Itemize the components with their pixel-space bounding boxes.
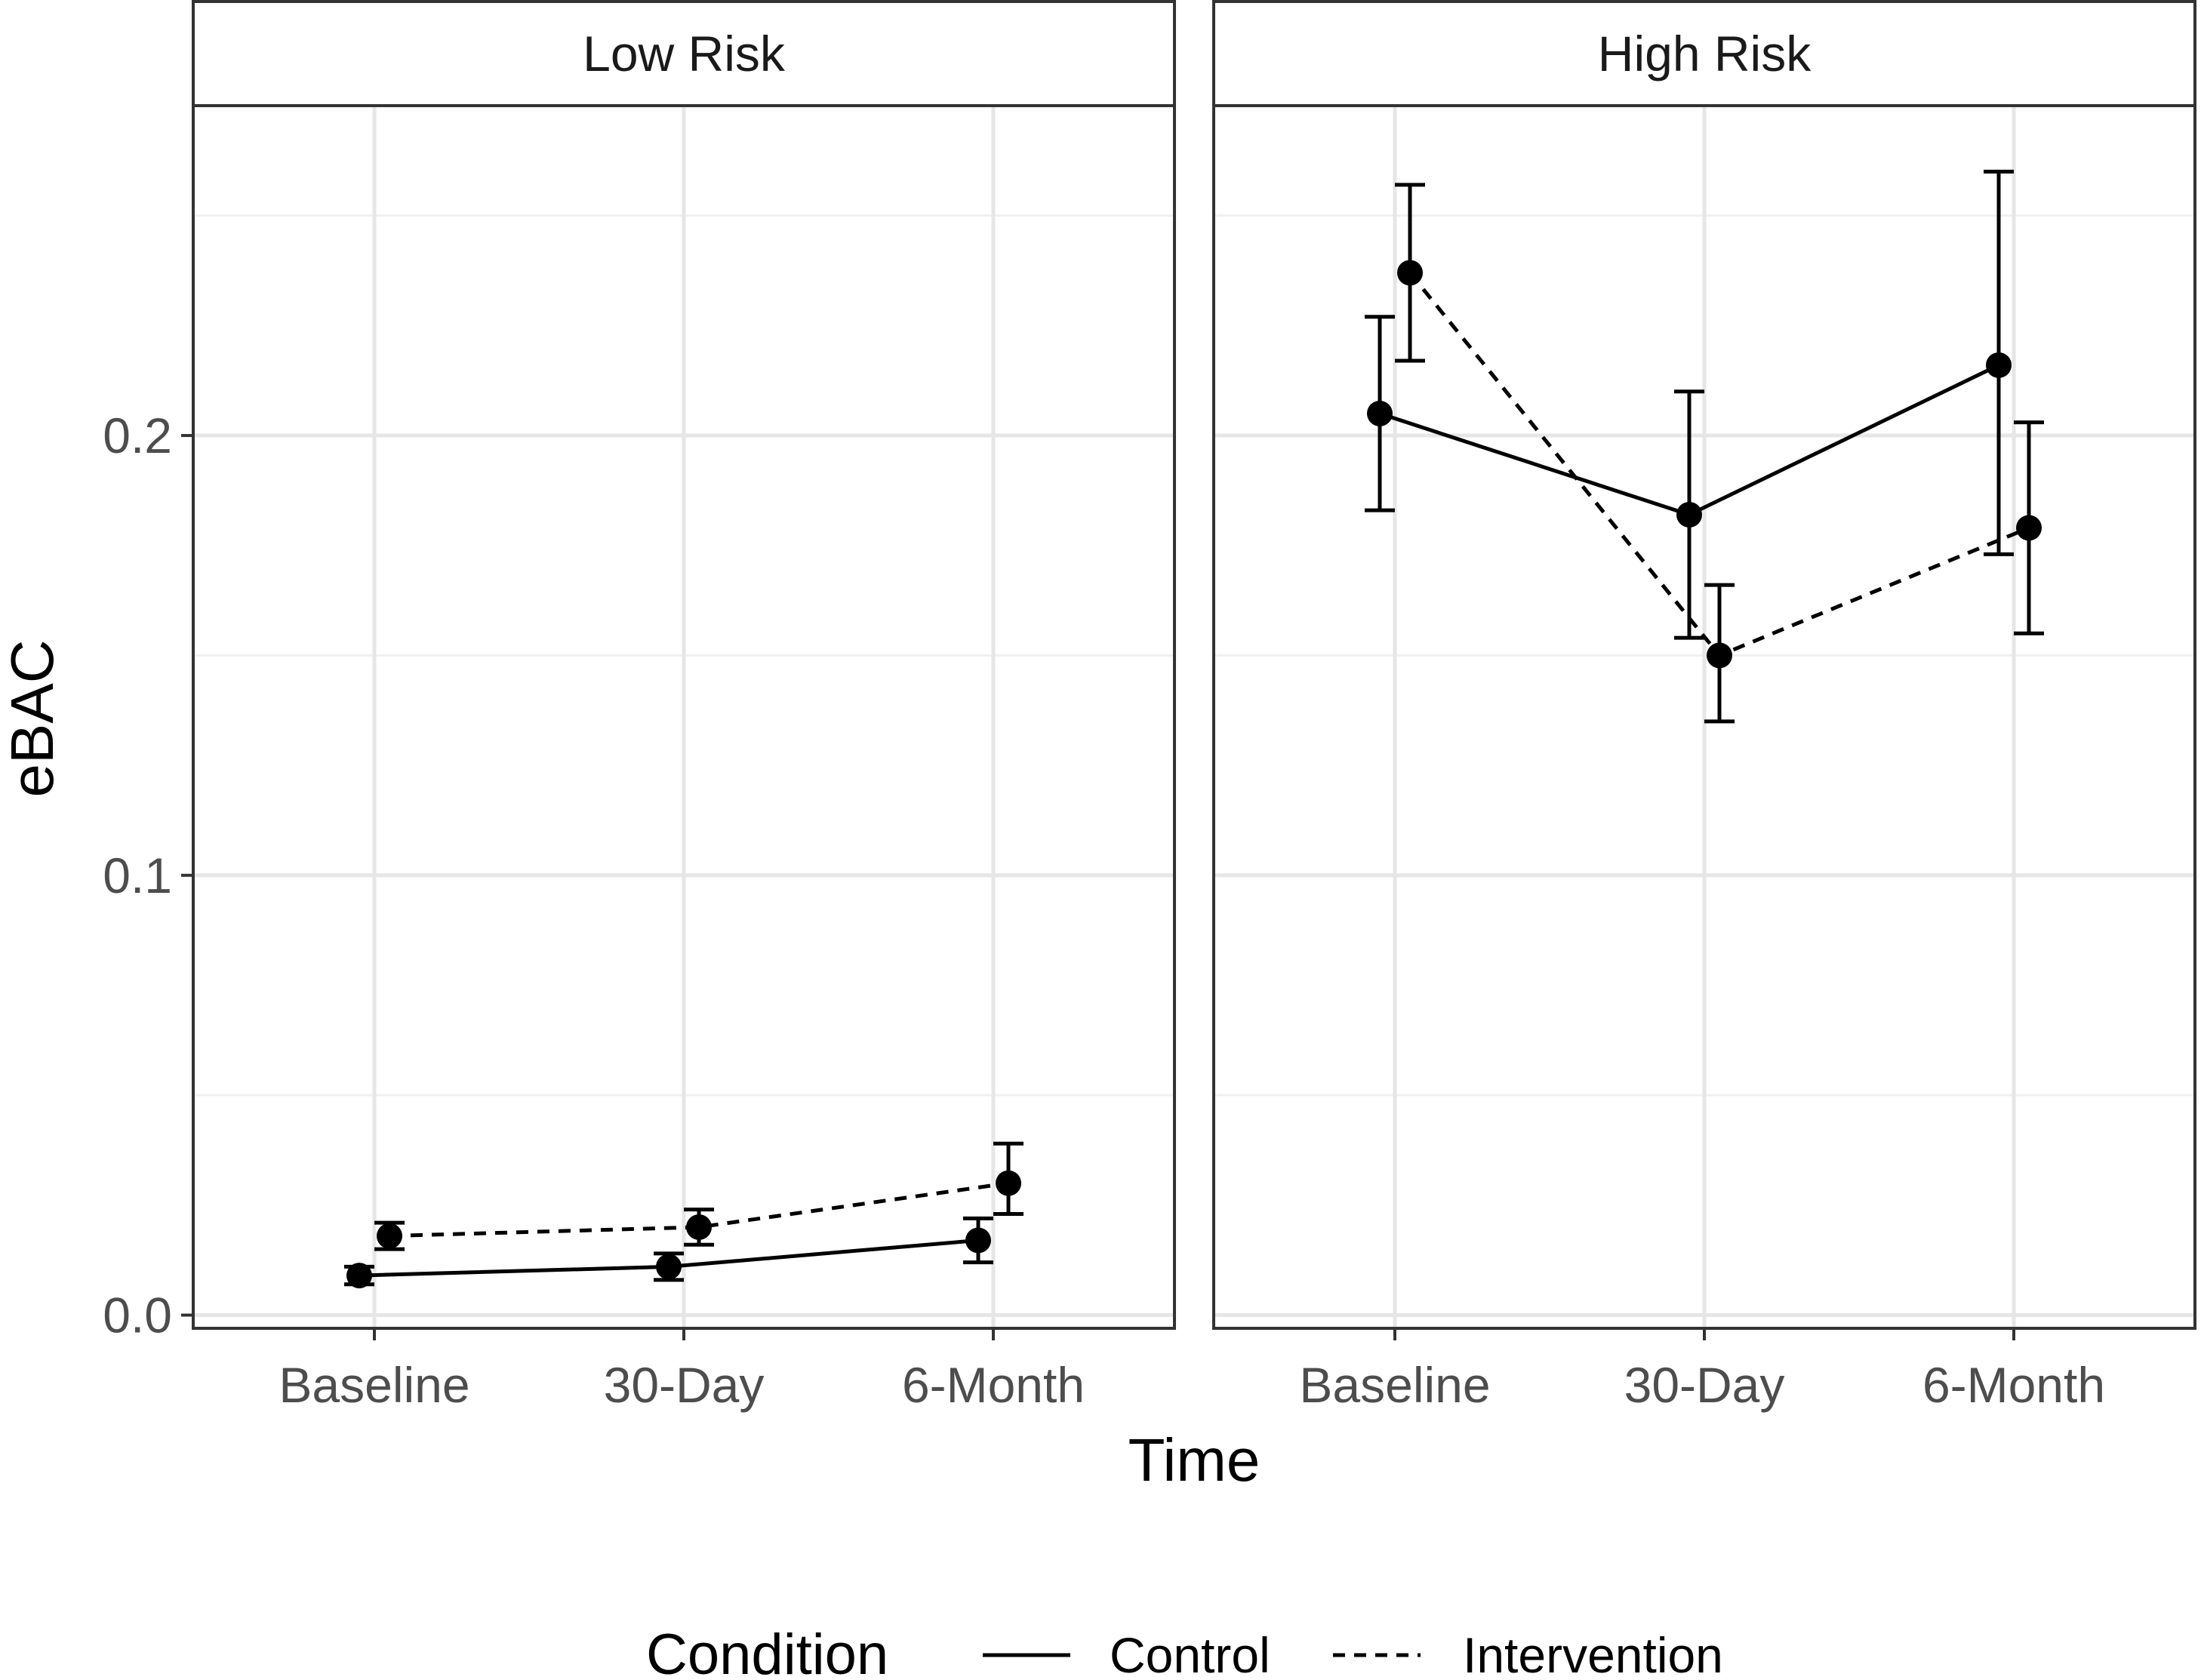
data-point-intervention [1397, 260, 1423, 286]
data-point-intervention [686, 1214, 712, 1240]
data-point-control [965, 1227, 991, 1254]
data-point-intervention [1707, 642, 1732, 669]
legend-label-control: Control [1110, 1627, 1270, 1680]
data-point-control [1986, 352, 2012, 378]
y-axis: 0.0 0.1 0.2 [103, 408, 193, 1343]
y-tick-label: 0.1 [103, 848, 172, 903]
x-tick-label: 30-Day [604, 1357, 765, 1413]
panel-low-risk-strip-label: Low Risk [583, 26, 786, 82]
data-point-control [346, 1263, 372, 1289]
data-point-intervention [2016, 515, 2042, 541]
x-axis-title: Time [1128, 1426, 1261, 1494]
legend: Condition Control Intervention [646, 1623, 1723, 1680]
panel-low-risk-grid [193, 106, 1174, 1328]
panel-high-risk-marks [1365, 169, 2044, 724]
panel-low-risk-strip [192, 0, 1176, 107]
panel-high-risk: High Risk [1212, 0, 2196, 1330]
panel-high-risk-strip-label: High Risk [1598, 26, 1812, 82]
y-axis-title: eBAC [0, 640, 66, 798]
panel-low-risk-marks [344, 1141, 1024, 1289]
x-tick-label: 30-Day [1624, 1357, 1785, 1413]
data-point-control [656, 1254, 682, 1280]
legend-label-intervention: Intervention [1463, 1627, 1723, 1680]
data-point-control [1676, 501, 1702, 528]
panel-high-risk-strip [1212, 0, 2196, 107]
data-point-intervention [996, 1170, 1021, 1196]
x-tick-label: 6-Month [902, 1357, 1085, 1413]
x-tick-label: 6-Month [1922, 1357, 2105, 1413]
y-tick-label: 0.2 [103, 408, 172, 463]
series-line-intervention [389, 1181, 1009, 1238]
data-point-control [1367, 400, 1393, 426]
x-tick-label: Baseline [1299, 1357, 1490, 1413]
data-point-intervention [377, 1223, 402, 1249]
y-tick-label: 0.0 [103, 1288, 172, 1343]
panel-low-risk: Low Risk [192, 0, 1176, 1330]
x-tick-label: Baseline [279, 1357, 469, 1413]
x-axis: Baseline 30-Day 6-Month Baseline 30-Day 6-Mon… [279, 1328, 2105, 1413]
legend-title: Condition [646, 1623, 888, 1680]
panel-high-risk-grid [1214, 106, 2195, 1328]
